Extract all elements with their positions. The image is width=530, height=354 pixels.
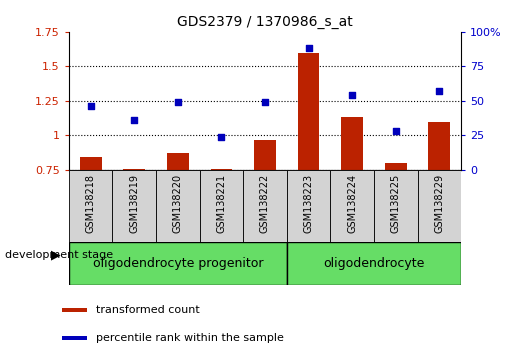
Point — [130, 118, 138, 123]
Bar — [254, 139, 276, 170]
Bar — [243, 170, 287, 242]
Bar — [330, 170, 374, 242]
Bar — [374, 170, 418, 242]
Text: percentile rank within the sample: percentile rank within the sample — [95, 333, 284, 343]
Point — [261, 99, 269, 105]
Text: GSM138223: GSM138223 — [304, 173, 314, 233]
Bar — [123, 169, 145, 170]
Text: GSM138229: GSM138229 — [434, 173, 444, 233]
Point — [86, 104, 95, 109]
Point — [435, 88, 444, 94]
Text: development stage: development stage — [5, 250, 113, 260]
Text: transformed count: transformed count — [95, 305, 199, 315]
Text: GSM138220: GSM138220 — [173, 173, 183, 233]
Point — [392, 129, 400, 134]
Bar — [341, 118, 363, 170]
Bar — [428, 122, 450, 170]
Bar — [80, 158, 102, 170]
Text: GSM138224: GSM138224 — [347, 173, 357, 233]
Text: ▶: ▶ — [51, 249, 61, 261]
Bar — [287, 242, 461, 285]
Bar — [63, 308, 87, 312]
Point — [304, 46, 313, 51]
Bar — [112, 170, 156, 242]
Point — [348, 92, 356, 98]
Bar — [287, 170, 330, 242]
Text: oligodendrocyte progenitor: oligodendrocyte progenitor — [93, 257, 263, 270]
Bar — [167, 153, 189, 170]
Bar — [69, 170, 112, 242]
Text: GSM138219: GSM138219 — [129, 173, 139, 233]
Bar — [200, 170, 243, 242]
Text: GSM138221: GSM138221 — [216, 173, 226, 233]
Bar — [69, 242, 287, 285]
Point — [174, 99, 182, 105]
Bar — [418, 170, 461, 242]
Text: oligodendrocyte: oligodendrocyte — [323, 257, 425, 270]
Bar — [385, 163, 407, 170]
Point — [217, 134, 226, 139]
Bar — [63, 336, 87, 340]
Text: GSM138218: GSM138218 — [86, 173, 96, 233]
Text: GSM138222: GSM138222 — [260, 173, 270, 233]
Text: GSM138225: GSM138225 — [391, 173, 401, 233]
Bar — [298, 53, 320, 170]
Bar — [210, 169, 232, 170]
Title: GDS2379 / 1370986_s_at: GDS2379 / 1370986_s_at — [177, 16, 353, 29]
Bar — [156, 170, 200, 242]
